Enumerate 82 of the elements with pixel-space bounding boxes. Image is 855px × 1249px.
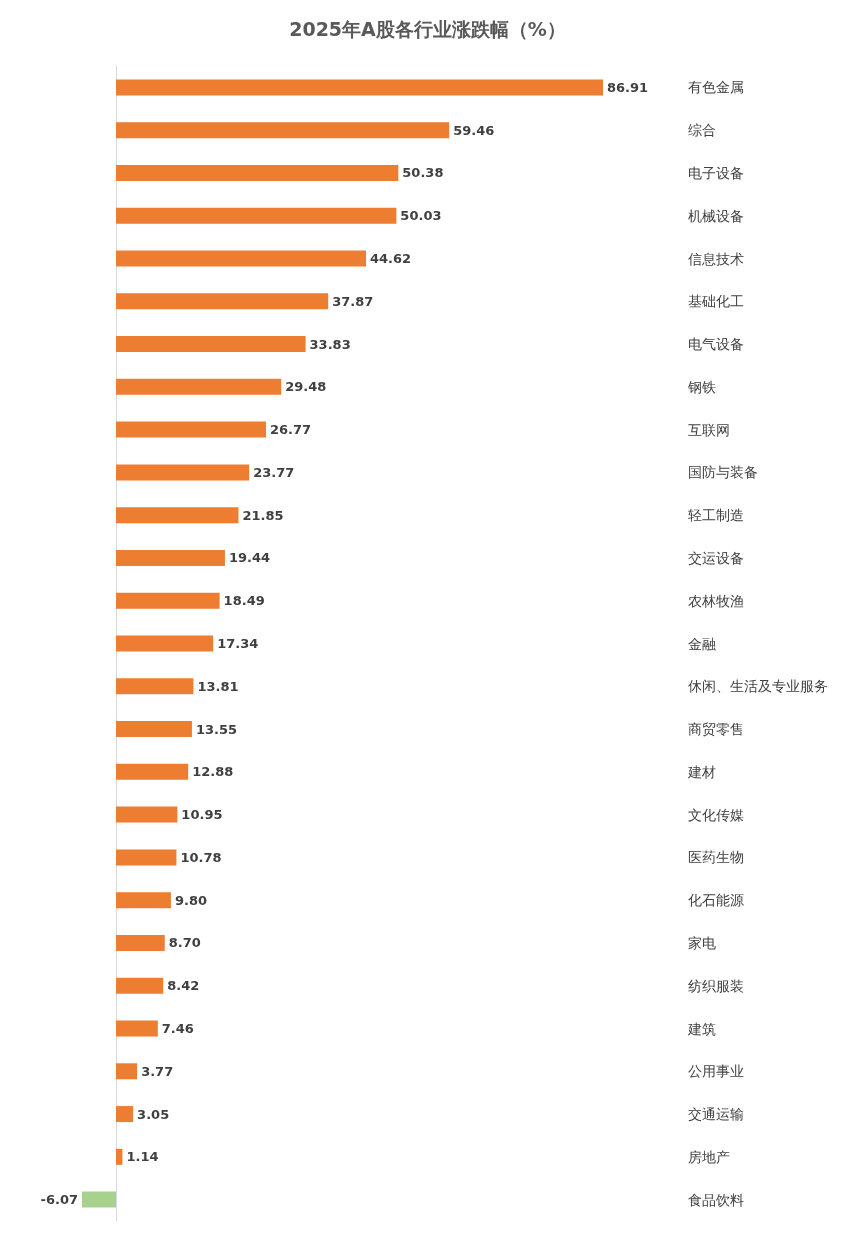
data-label: 18.49: [223, 593, 265, 609]
data-label: 9.80: [174, 892, 207, 908]
bar: [116, 635, 214, 652]
bar: [116, 934, 165, 951]
y-tick-label: 电气设备: [688, 336, 744, 353]
y-tick-label: 金融: [688, 635, 716, 652]
bar: [116, 464, 250, 481]
y-tick-label: 交运设备: [688, 549, 744, 566]
y-tick-label: 农林牧渔: [688, 592, 744, 609]
y-tick-label: 国防与装备: [688, 464, 758, 481]
chart-title: 2025年A股各行业涨跌幅（%）: [289, 17, 566, 40]
bar: [116, 1106, 134, 1123]
data-label: 17.34: [217, 636, 259, 651]
bar: [116, 806, 178, 823]
data-label: 3.05: [137, 1106, 170, 1122]
bar: [116, 1148, 123, 1165]
data-label: 10.95: [181, 807, 223, 823]
bar: [116, 164, 399, 181]
y-tick-label: 建筑: [687, 1020, 716, 1037]
bar: [116, 892, 171, 909]
y-tick-label: 纺织服装: [688, 977, 744, 994]
bar: [116, 592, 220, 609]
data-label: 13.55: [195, 721, 238, 737]
data-label: 3.77: [141, 1063, 174, 1079]
data-label: 7.46: [161, 1021, 194, 1036]
bar: [116, 721, 192, 738]
y-tick-label: 基础化工: [688, 293, 744, 310]
y-tick-label: 综合: [688, 122, 716, 139]
y-tick-label: 文化传媒: [688, 806, 744, 823]
bar: [116, 207, 397, 224]
y-tick-label: 房地产: [688, 1148, 730, 1165]
bar: [116, 849, 177, 866]
y-tick-label: 信息技术: [688, 250, 744, 267]
data-label: -6.07: [40, 1192, 78, 1208]
data-label: 1.14: [126, 1149, 159, 1165]
y-tick-label: 家电: [688, 934, 716, 951]
y-tick-label: 食品饮料: [688, 1191, 744, 1208]
bar: [116, 977, 164, 994]
bar: [116, 763, 189, 780]
data-label: 50.03: [400, 208, 442, 224]
y-tick-label: 建材: [687, 763, 716, 780]
y-tick-label: 电子设备: [688, 164, 744, 181]
data-label: 23.77: [253, 464, 295, 480]
y-tick-label: 有色金属: [688, 79, 744, 96]
bar: [116, 79, 603, 96]
data-label: 8.42: [167, 978, 200, 994]
y-tick-label: 交通运输: [688, 1106, 744, 1123]
bar: [116, 549, 225, 566]
data-label: 26.77: [270, 422, 312, 438]
data-label: 19.44: [228, 550, 271, 566]
bar: [116, 293, 329, 310]
bar: [116, 1063, 138, 1080]
data-label: 86.91: [607, 79, 649, 95]
y-tick-label: 化石能源: [688, 892, 744, 909]
data-label: 21.85: [242, 507, 284, 523]
y-tick-label: 互联网: [688, 421, 730, 438]
y-tick-label: 机械设备: [688, 207, 744, 224]
data-label: 13.81: [197, 678, 239, 694]
data-label: 10.78: [180, 849, 222, 865]
data-label: 44.62: [370, 251, 412, 266]
data-label: 37.87: [332, 293, 374, 309]
data-label: 59.46: [453, 122, 495, 138]
bar: [116, 378, 282, 395]
bar: [116, 1020, 158, 1037]
bar: [116, 507, 239, 524]
bar: [82, 1191, 117, 1208]
y-tick-label: 钢铁: [687, 378, 716, 395]
y-tick-label: 休闲、生活及专业服务: [688, 678, 828, 695]
y-tick-label: 公用事业: [688, 1063, 744, 1080]
data-label: 8.70: [168, 935, 201, 951]
data-label: 50.38: [402, 165, 444, 181]
y-tick-label: 轻工制造: [688, 507, 744, 524]
y-tick-label: 商贸零售: [688, 721, 744, 738]
y-tick-label: 医药生物: [688, 849, 744, 866]
bar: [116, 421, 267, 438]
data-label: 29.48: [285, 379, 327, 395]
data-label: 12.88: [192, 764, 234, 780]
bar: [116, 250, 367, 267]
bar: [116, 336, 306, 353]
bar: [116, 122, 450, 139]
data-label: 33.83: [309, 336, 351, 352]
bar: [116, 678, 194, 695]
